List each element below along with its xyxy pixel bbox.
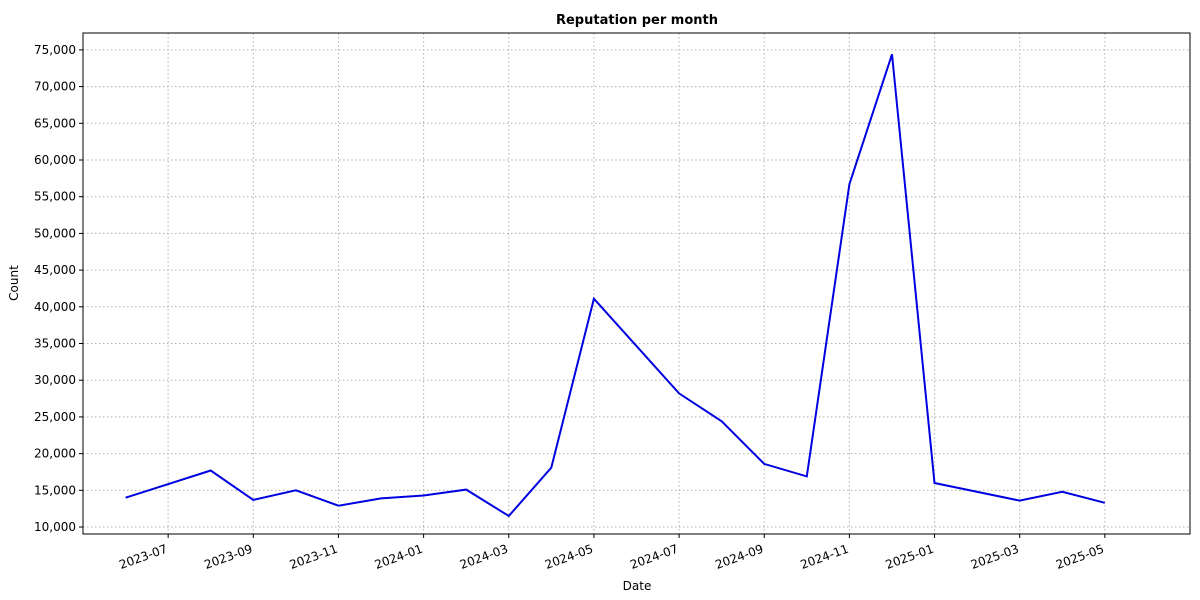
- y-tick-label: 75,000: [34, 43, 76, 57]
- y-tick-label: 15,000: [34, 483, 76, 497]
- y-tick-label: 60,000: [34, 153, 76, 167]
- x-tick-label: 2024-01: [373, 542, 425, 572]
- y-tick-label: 30,000: [34, 373, 76, 387]
- x-tick-label: 2024-11: [799, 542, 851, 572]
- y-tick-label: 65,000: [34, 116, 76, 130]
- y-tick-label: 35,000: [34, 337, 76, 351]
- y-tick-label: 40,000: [34, 300, 76, 314]
- x-tick-label: 2023-09: [202, 542, 254, 572]
- x-axis-label: Date: [623, 579, 652, 593]
- x-tick-label: 2024-03: [458, 542, 510, 572]
- x-tick-label: 2025-03: [969, 542, 1021, 572]
- y-tick-label: 20,000: [34, 447, 76, 461]
- y-tick-label: 70,000: [34, 80, 76, 94]
- y-axis-label: Count: [7, 265, 21, 301]
- x-tick-label: 2024-05: [543, 542, 595, 572]
- x-tick-label: 2025-05: [1054, 542, 1106, 572]
- data-line: [125, 53, 1106, 518]
- x-tick-label: 2024-09: [713, 542, 765, 572]
- y-tick-label: 45,000: [34, 263, 76, 277]
- chart-title: Reputation per month: [556, 13, 718, 28]
- x-tick-label: 2023-07: [117, 542, 169, 572]
- y-tick-label: 50,000: [34, 226, 76, 240]
- y-tick-label: 10,000: [34, 520, 76, 534]
- x-tick-label: 2023-11: [288, 542, 340, 572]
- x-tick-label: 2024-07: [628, 542, 680, 572]
- y-tick-label: 55,000: [34, 190, 76, 204]
- plot-frame: [82, 32, 1191, 535]
- y-tick-label: 25,000: [34, 410, 76, 424]
- x-tick-label: 2025-01: [884, 542, 936, 572]
